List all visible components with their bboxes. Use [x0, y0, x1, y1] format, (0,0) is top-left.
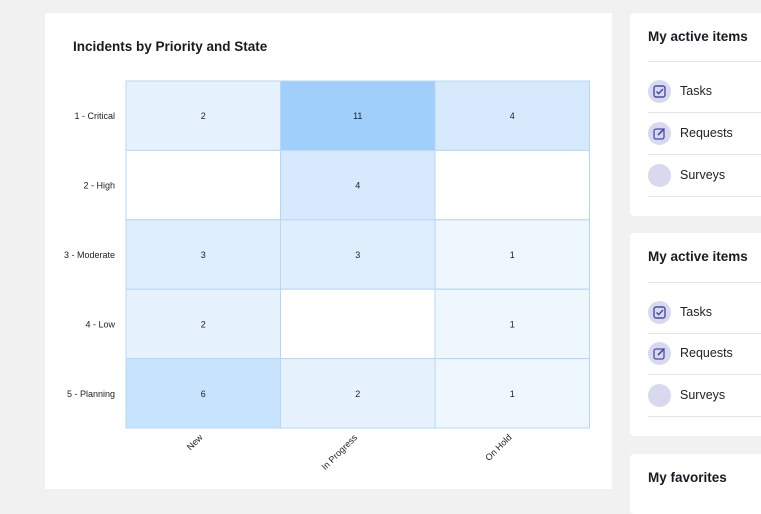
- active-items-card: My active items Tasks Requests Surveys: [630, 233, 761, 436]
- cell-value-label: 1: [510, 389, 515, 399]
- chart-title: Incidents by Priority and State: [73, 39, 268, 54]
- heatmap-cell: [434, 288, 590, 360]
- heatmap-cell: [280, 219, 436, 290]
- cell-value-label: 2: [355, 389, 360, 399]
- item-divider: [648, 416, 761, 417]
- heatmap-cell: [280, 288, 436, 360]
- active-item-requests[interactable]: Requests: [648, 334, 761, 375]
- cell-value-label: 3: [355, 250, 360, 260]
- cell-value-label: 4: [355, 181, 360, 191]
- active-item-tasks[interactable]: Tasks: [648, 72, 761, 113]
- card-title: My favorites: [648, 470, 727, 485]
- chart-card: Incidents by Priority and State 2 11 4 4 3 3 1…: [45, 13, 612, 489]
- y-axis-label: 1 - Critical: [74, 111, 115, 121]
- active-item-label: Requests: [680, 346, 733, 360]
- active-item-tasks[interactable]: Tasks: [648, 293, 761, 334]
- y-axis-label: 3 - Moderate: [64, 250, 115, 260]
- cell-value-label: 1: [510, 319, 515, 329]
- edit-icon: [648, 122, 671, 145]
- cell-value-label: 2: [201, 319, 206, 329]
- item-divider: [648, 374, 761, 375]
- active-item-requests[interactable]: Requests: [648, 114, 761, 155]
- active-item-label: Surveys: [680, 168, 726, 182]
- heatmap-chart: 2 11 4 4 3 3 1 2 1 6 2 1 1 - Critical 2 - High 3 - Mod…: [64, 80, 590, 472]
- active-item-surveys[interactable]: Surveys: [648, 156, 761, 197]
- heatmap-cell: [434, 358, 590, 429]
- active-item-label: Requests: [680, 126, 733, 140]
- active-item-surveys[interactable]: Surveys: [648, 376, 761, 417]
- item-divider: [648, 333, 761, 334]
- y-axis-label: 2 - High: [83, 181, 115, 191]
- edit-icon: [648, 342, 671, 365]
- active-items-card: My active items Tasks Requests Surveys: [630, 13, 761, 216]
- x-axis-label: In Progress: [320, 432, 360, 472]
- heatmap-cell: [280, 358, 436, 429]
- card-title: My active items: [648, 249, 748, 264]
- active-item-label: Surveys: [680, 388, 726, 402]
- survey-icon: [648, 384, 671, 407]
- x-axis-label: On Hold: [483, 432, 513, 462]
- y-axis-label: 5 - Planning: [67, 389, 115, 399]
- checkbox-icon: [648, 80, 671, 103]
- item-divider: [648, 154, 761, 155]
- active-item-label: Tasks: [680, 84, 712, 98]
- item-divider: [648, 112, 761, 113]
- x-axis-label: New: [185, 432, 205, 452]
- card-divider: [648, 61, 761, 62]
- heatmap-cell: [125, 288, 281, 360]
- cell-value-label: 3: [201, 250, 206, 260]
- heatmap-cell: [125, 219, 281, 290]
- cell-value-label: 11: [353, 111, 362, 121]
- cell-value-label: 2: [201, 111, 206, 121]
- card-divider: [648, 282, 761, 283]
- heatmap-cell: [125, 358, 281, 429]
- survey-icon: [648, 164, 671, 187]
- cell-value-label: 1: [510, 250, 515, 260]
- heatmap-cell: [125, 149, 281, 221]
- heatmap-cell: [434, 80, 590, 151]
- card-title: My active items: [648, 29, 748, 44]
- checkbox-icon: [648, 301, 671, 324]
- favorites-card: My favorites: [630, 454, 761, 514]
- heatmap-cell: [434, 219, 590, 290]
- y-axis-label: 4 - Low: [85, 319, 115, 329]
- item-divider: [648, 196, 761, 197]
- cell-value-label: 4: [510, 111, 515, 121]
- active-item-label: Tasks: [680, 305, 712, 319]
- cell-value-label: 6: [201, 389, 206, 399]
- heatmap-cell: [434, 149, 590, 221]
